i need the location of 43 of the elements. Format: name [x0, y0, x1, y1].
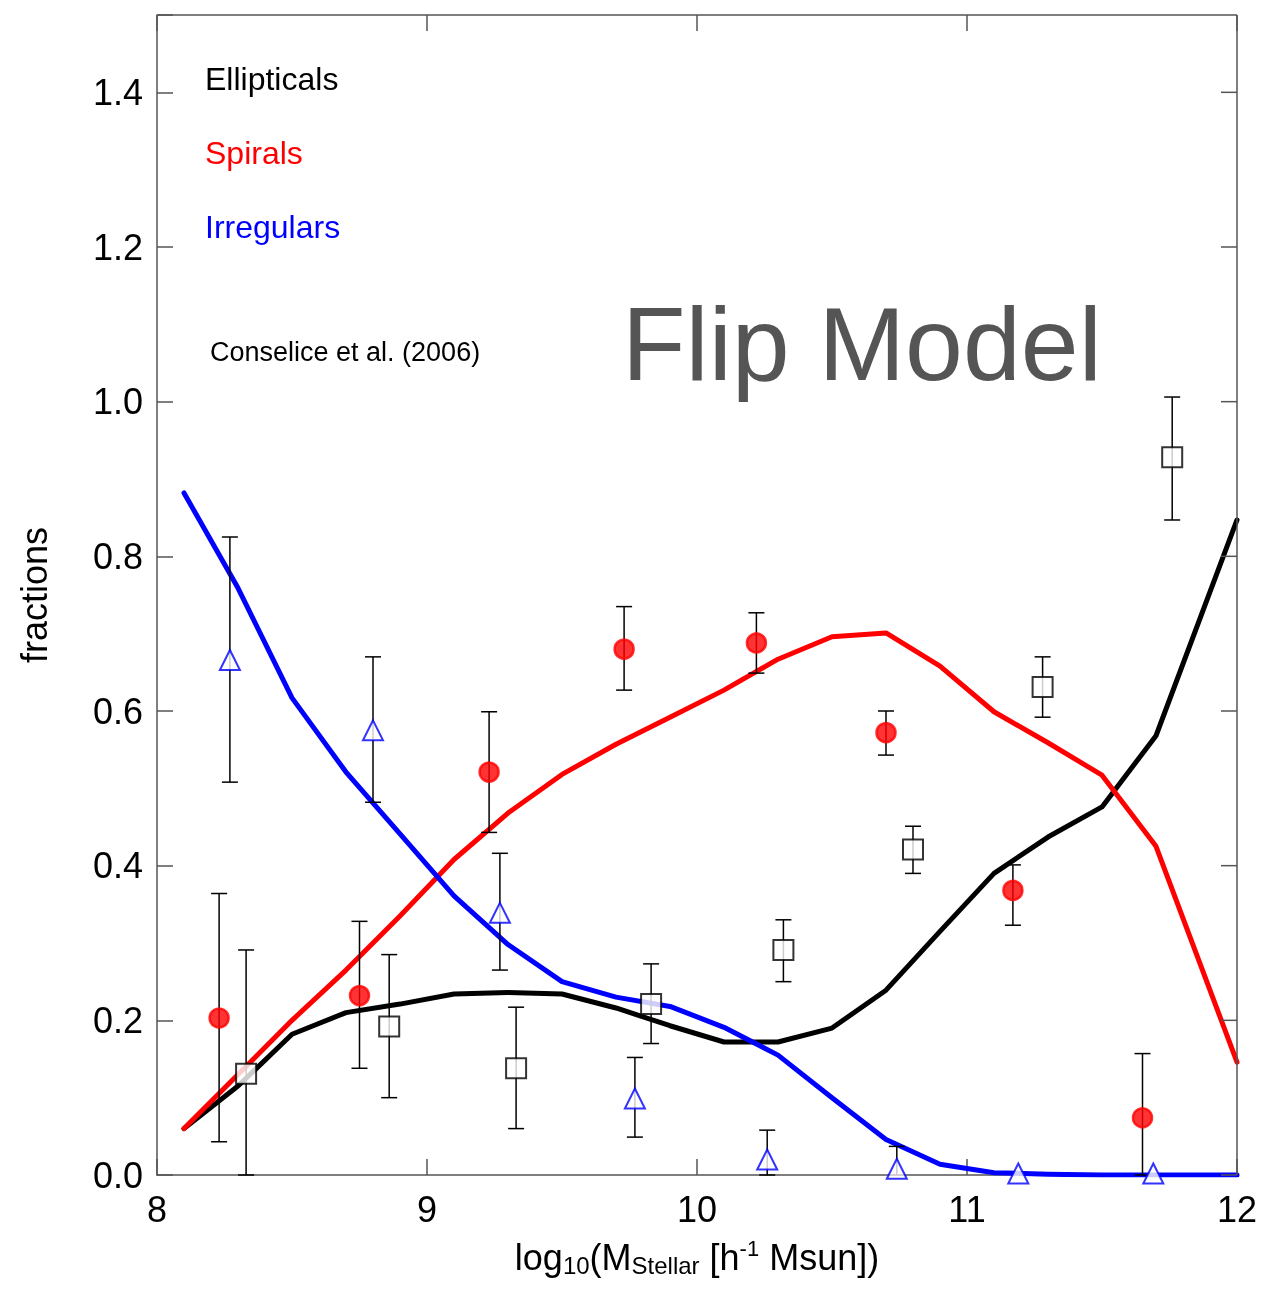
text: Spirals	[205, 135, 303, 171]
y-tick-label: 0.0	[92, 1154, 143, 1196]
point	[885, 1157, 908, 1180]
y-tick-label: 0.6	[92, 690, 143, 732]
point	[1142, 1162, 1165, 1185]
x-tick-label: 8	[146, 1188, 168, 1230]
point	[348, 984, 371, 1007]
x-tick-label: 9	[416, 1188, 438, 1230]
y-tick-label: 1.2	[92, 226, 143, 268]
point	[640, 993, 663, 1016]
point	[875, 721, 897, 744]
point	[362, 719, 384, 742]
text: Irregulars	[205, 209, 341, 245]
point	[623, 1087, 646, 1110]
y-tick-label: 1.4	[92, 71, 143, 113]
point	[756, 1148, 779, 1171]
text: Ellipticals	[205, 61, 339, 97]
y-tick-label: 0.4	[92, 845, 143, 887]
annotation: Flip Model	[622, 286, 1102, 402]
point	[745, 632, 768, 654]
point	[235, 1062, 258, 1085]
x-tick-label: 10	[676, 1188, 718, 1230]
annotation: Conselice et al. (2006)	[210, 336, 481, 367]
point	[902, 838, 924, 861]
x-tick-label: 12	[1216, 1188, 1258, 1230]
point	[1031, 676, 1054, 699]
point	[1007, 1162, 1030, 1185]
point	[613, 638, 635, 660]
point	[505, 1057, 528, 1080]
point	[218, 648, 241, 671]
point	[772, 938, 795, 961]
x-tick-label: 11	[948, 1188, 986, 1230]
point	[488, 901, 511, 924]
y-tick-label: 0.2	[92, 999, 143, 1041]
point	[208, 1007, 230, 1029]
point	[478, 761, 500, 783]
point	[378, 1015, 401, 1038]
y-tick-label: 1.0	[92, 381, 143, 423]
y-axis-title: fractions	[13, 526, 55, 664]
point	[1161, 446, 1184, 469]
point	[1002, 879, 1024, 902]
y-tick-label: 0.8	[92, 535, 143, 577]
point	[1131, 1107, 1154, 1129]
